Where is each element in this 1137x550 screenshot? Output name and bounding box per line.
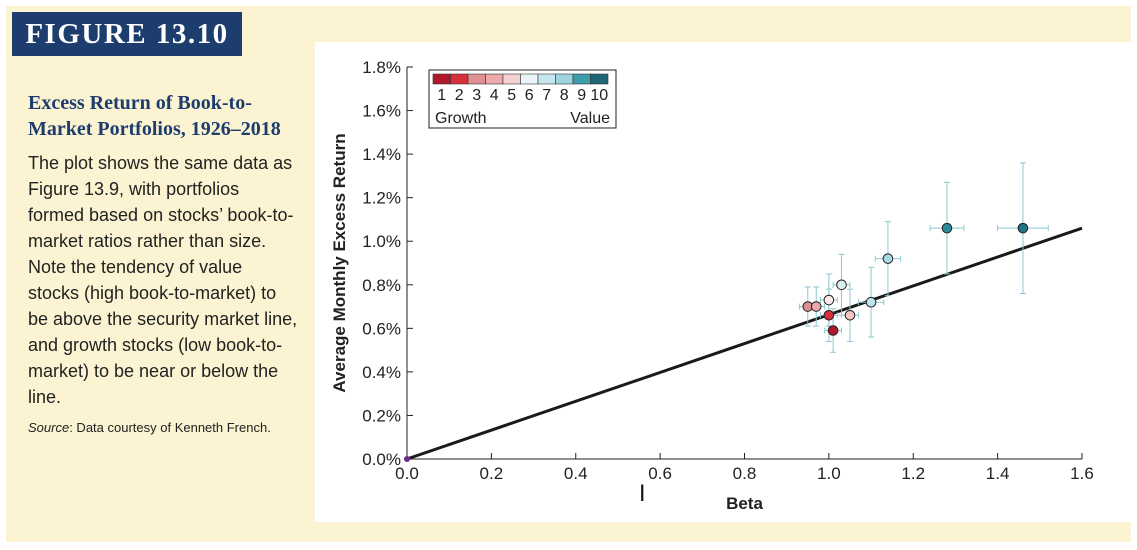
legend-number: 4 (490, 87, 499, 104)
x-tick-label: 1.0 (817, 464, 841, 483)
y-tick-label: 1.2% (362, 189, 401, 208)
caption-panel: Excess Return of Book-to-Market Portfoli… (28, 90, 298, 438)
legend-swatch (467, 73, 486, 85)
legend-number: 1 (437, 87, 446, 104)
figure-label: FIGURE 13.10 (12, 12, 242, 56)
legend-number: 6 (525, 87, 534, 104)
data-point (882, 253, 894, 264)
legend-number: 3 (472, 87, 481, 104)
source-label: Source (28, 420, 70, 435)
caption-description: The plot shows the same data as Figure 1… (28, 153, 298, 407)
legend-number: 10 (590, 87, 608, 104)
data-point (865, 296, 877, 308)
legend-number: 5 (507, 87, 516, 104)
caption-source: Source: Data courtesy of Kenneth French. (28, 418, 298, 438)
legend-swatch (590, 73, 609, 85)
source-text: : Data courtesy of Kenneth French. (69, 420, 271, 435)
origin-point (404, 456, 410, 462)
legend-swatch (555, 73, 574, 85)
legend-swatch (485, 73, 504, 85)
y-tick-label: 0.8% (362, 276, 401, 295)
legend-number: 7 (542, 87, 551, 104)
data-point (1017, 222, 1029, 234)
x-tick-label: 0.8 (733, 464, 757, 483)
y-tick-label: 0.0% (362, 450, 401, 469)
legend-swatch (537, 73, 556, 85)
scatter-chart: 0.0% 0.2% 0.4% 0.6% 0.8% 1.0% 1.2% 1.4% 1.6% 1.8%… (330, 58, 1094, 513)
legend-growth-label: Growth (435, 110, 487, 127)
legend-number: 8 (560, 87, 569, 104)
y-tick-label: 1.8% (362, 58, 401, 77)
x-tick-label: 1.6 (1070, 464, 1094, 483)
legend-swatch (502, 73, 521, 85)
data-point (827, 325, 839, 336)
figure-frame: FIGURE 13.10 Excess Return of Book-to-Ma… (6, 6, 1135, 542)
legend-swatch (520, 73, 539, 85)
legend-value-label: Value (570, 110, 610, 127)
x-tick-label: 0.6 (648, 464, 672, 483)
legend-number: 9 (577, 87, 586, 104)
data-point (844, 309, 856, 321)
y-axis-title: Average Monthly Excess Return (330, 133, 349, 392)
text-cursor-icon: Ⅰ (639, 482, 646, 507)
y-tick-label: 0.4% (362, 363, 401, 382)
legend-swatch (450, 73, 469, 85)
data-point (823, 309, 835, 321)
chart-area: 0.0% 0.2% 0.4% 0.6% 0.8% 1.0% 1.2% 1.4% 1.6% 1.8%… (315, 42, 1135, 522)
x-tick-label: 0.2 (480, 464, 504, 483)
x-tick-label: 0.0 (395, 464, 419, 483)
x-tick-label: 1.4 (986, 464, 1010, 483)
data-point (823, 294, 835, 306)
y-tick-label: 1.0% (362, 232, 401, 251)
y-tick-label: 0.2% (362, 406, 401, 425)
y-tick-label: 1.4% (362, 145, 401, 164)
security-market-line (406, 226, 1083, 461)
legend-swatch (572, 73, 591, 85)
x-axis-title: Beta (726, 494, 763, 513)
x-tick-label: 1.2 (901, 464, 925, 483)
caption-title: Excess Return of Book-to-Market Portfoli… (28, 92, 281, 140)
data-point (836, 279, 847, 291)
y-tick-label: 0.6% (362, 319, 401, 338)
data-point (810, 301, 822, 312)
legend-swatch (432, 73, 451, 85)
x-tick-label: 0.4 (564, 464, 588, 483)
legend-number: 2 (455, 87, 464, 104)
data-point (941, 222, 953, 234)
y-tick-label: 1.6% (362, 102, 401, 121)
